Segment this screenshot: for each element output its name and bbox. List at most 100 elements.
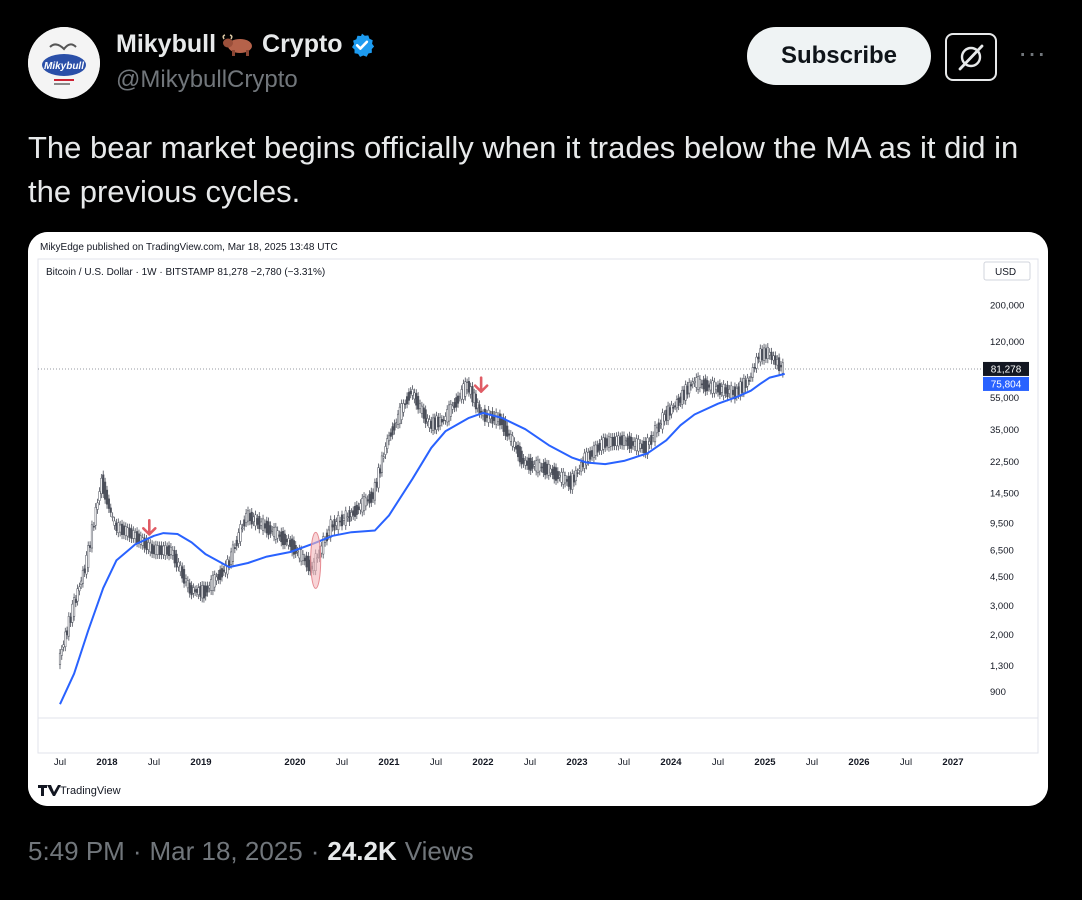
candle-body [382, 456, 385, 459]
candle-body [327, 529, 330, 536]
post-date[interactable]: Mar 18, 2025 [149, 836, 303, 866]
candle-body [600, 439, 603, 451]
candle-body [217, 573, 220, 580]
candle-body [585, 451, 588, 466]
candle-body [237, 532, 240, 544]
candle-body [233, 547, 236, 549]
candle-body [199, 585, 202, 597]
candle-body [446, 409, 449, 423]
chart-image[interactable]: MikyEdge published on TradingView.com, M… [28, 232, 1048, 806]
candle-body [156, 545, 159, 555]
candle-body [613, 436, 616, 446]
candle-body [483, 408, 486, 422]
candle-body [688, 382, 691, 394]
chart-symbol: Bitcoin / U.S. Dollar · 1W · BITSTAMP 81… [46, 267, 325, 278]
author-name-part2[interactable]: Crypto [262, 30, 343, 58]
candle-body [698, 378, 701, 389]
avatar[interactable]: Mikybull [28, 27, 100, 99]
candle-body [715, 386, 718, 390]
candle-body [83, 568, 86, 573]
candle-body [215, 576, 218, 581]
candle-body [435, 415, 438, 430]
candle-body [267, 521, 270, 536]
author-name-row[interactable]: Mikybull Crypto [116, 30, 375, 59]
candle-body [668, 407, 671, 416]
candle-body [652, 435, 655, 439]
views-count: 24.2K [327, 836, 397, 866]
candle-body [265, 520, 268, 534]
candle-body [60, 649, 63, 656]
author-handle[interactable]: @MikybullCrypto [116, 66, 298, 93]
chart-published: MikyEdge published on TradingView.com, M… [40, 242, 338, 253]
grok-icon[interactable] [945, 33, 997, 81]
candle-body [746, 377, 749, 387]
candle-body [513, 441, 516, 448]
candle-body [551, 468, 554, 475]
author-name-part1[interactable]: Mikybull [116, 30, 217, 58]
candle-body [590, 450, 594, 457]
candle-body [261, 518, 265, 531]
candle-body [258, 516, 261, 530]
candle-body [553, 466, 556, 480]
candle-body [545, 463, 549, 475]
candle-body [363, 496, 366, 511]
x-tick-label: 2027 [942, 757, 963, 768]
candle-body [357, 506, 360, 510]
candle-body [621, 435, 624, 446]
candle-body [615, 436, 618, 447]
price-chart: MikyEdge published on TradingView.com, M… [28, 232, 1048, 806]
candle-body [735, 387, 738, 397]
candle-body [731, 389, 735, 395]
candle-body [400, 403, 403, 420]
candle-body [175, 553, 178, 568]
candle-body [287, 538, 290, 546]
candle-body [460, 389, 463, 400]
x-tick-label: 2024 [660, 757, 682, 768]
candle-body [162, 545, 165, 555]
candle-body [761, 349, 764, 361]
candle-body [373, 482, 376, 501]
candle-body [691, 381, 694, 385]
candle-body [235, 539, 238, 547]
verified-badge-icon[interactable] [349, 32, 375, 58]
subscribe-button[interactable]: Subscribe [747, 27, 931, 85]
candle-body [92, 525, 95, 528]
candle-body [722, 384, 725, 396]
candle-body [633, 441, 636, 447]
candle-body [426, 418, 429, 423]
candle-body [665, 409, 668, 421]
candle-body [115, 522, 118, 531]
x-tick-label: Jul [430, 757, 442, 768]
candle-body [755, 356, 758, 369]
candle-body [491, 411, 494, 424]
avatar-logo: Mikybull [28, 27, 100, 99]
candle-body [219, 569, 222, 581]
candle-body [169, 546, 172, 555]
y-tick-label: 2,000 [990, 630, 1014, 641]
candle-body [657, 422, 660, 433]
candle-body [737, 386, 740, 395]
candle-body [85, 555, 88, 575]
crash-highlight-ellipse [310, 531, 322, 589]
candle-body [776, 359, 779, 366]
more-options-icon[interactable]: ··· [1018, 37, 1046, 68]
x-tick-label: Jul [806, 757, 818, 768]
y-tick-label: 900 [990, 687, 1006, 698]
candle-body [726, 384, 729, 398]
candle-body [396, 413, 400, 425]
candle-body [333, 519, 336, 531]
currency-box [983, 261, 1031, 281]
candle-body [573, 474, 576, 483]
candle-body [437, 417, 440, 428]
candle-body [587, 452, 590, 462]
candle-body [447, 404, 451, 422]
candle-body [778, 357, 781, 372]
candle-body [592, 445, 595, 459]
post-time[interactable]: 5:49 PM [28, 836, 125, 866]
candle-body [730, 385, 733, 399]
candle-body [411, 389, 414, 396]
candle-body [478, 404, 481, 414]
candle-body [107, 498, 110, 509]
candle-body [495, 412, 498, 425]
candle-body [517, 444, 520, 458]
